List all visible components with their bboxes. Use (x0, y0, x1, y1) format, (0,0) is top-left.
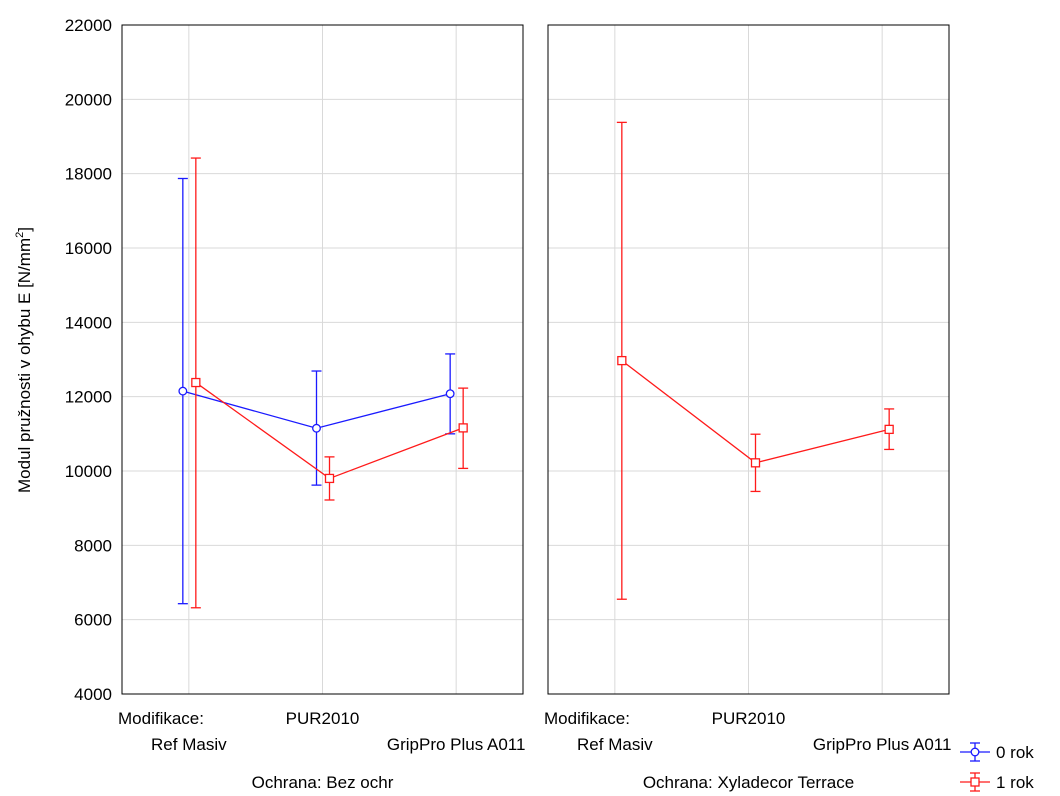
x-tick-label: PUR2010 (286, 709, 360, 728)
panel-frame (547, 24, 950, 695)
y-tick-label: 12000 (65, 388, 112, 407)
legend-label: 1 rok (996, 773, 1034, 792)
y-tick-label: 6000 (74, 611, 112, 630)
data-point-marker (458, 423, 468, 433)
y-tick-label: 10000 (65, 462, 112, 481)
legend-item: 0 rok (960, 742, 1034, 762)
y-axis-label: Modul pružnosti v ohybu E [N/mm2] (14, 227, 34, 493)
data-point-marker (324, 473, 335, 484)
legend-item: 1 rok (960, 772, 1034, 792)
y-tick-label: 18000 (65, 165, 112, 184)
modifikace-label: Modifikace: (544, 709, 630, 728)
y-tick-label: 14000 (65, 313, 112, 332)
y-tick-label: 22000 (65, 16, 112, 35)
legend: 0 rok 1 rok (960, 742, 1034, 792)
y-tick-label: 20000 (65, 90, 112, 109)
x-tick-label: GripPro Plus A011 (813, 735, 952, 754)
x-tick-label: Ref Masiv (577, 735, 653, 754)
y-tick-label: 16000 (65, 239, 112, 258)
panel-caption: Ochrana: Bez ochr (252, 773, 394, 792)
legend-label: 0 rok (996, 743, 1034, 762)
data-point-marker (884, 424, 894, 435)
panel-frame (121, 24, 524, 695)
legend-marker (970, 777, 980, 787)
panel-caption: Ochrana: Xyladecor Terrace (643, 773, 854, 792)
modifikace-label: Modifikace: (118, 709, 204, 728)
x-tick-label: PUR2010 (712, 709, 786, 728)
x-tick-label: GripPro Plus A011 (387, 735, 526, 754)
data-point-marker (445, 389, 455, 399)
y-tick-label: 8000 (74, 536, 112, 555)
data-point-marker (178, 386, 188, 396)
data-point-marker (750, 458, 761, 468)
data-point-marker (191, 377, 201, 388)
x-tick-label: Ref Masiv (151, 735, 227, 754)
data-point-marker (617, 355, 627, 366)
legend-marker (970, 747, 980, 757)
y-tick-label: 4000 (74, 685, 112, 704)
y-axis-label-superscript: 2 (14, 232, 26, 238)
y-axis-label-end: ] (15, 227, 34, 232)
data-point-marker (312, 423, 321, 433)
